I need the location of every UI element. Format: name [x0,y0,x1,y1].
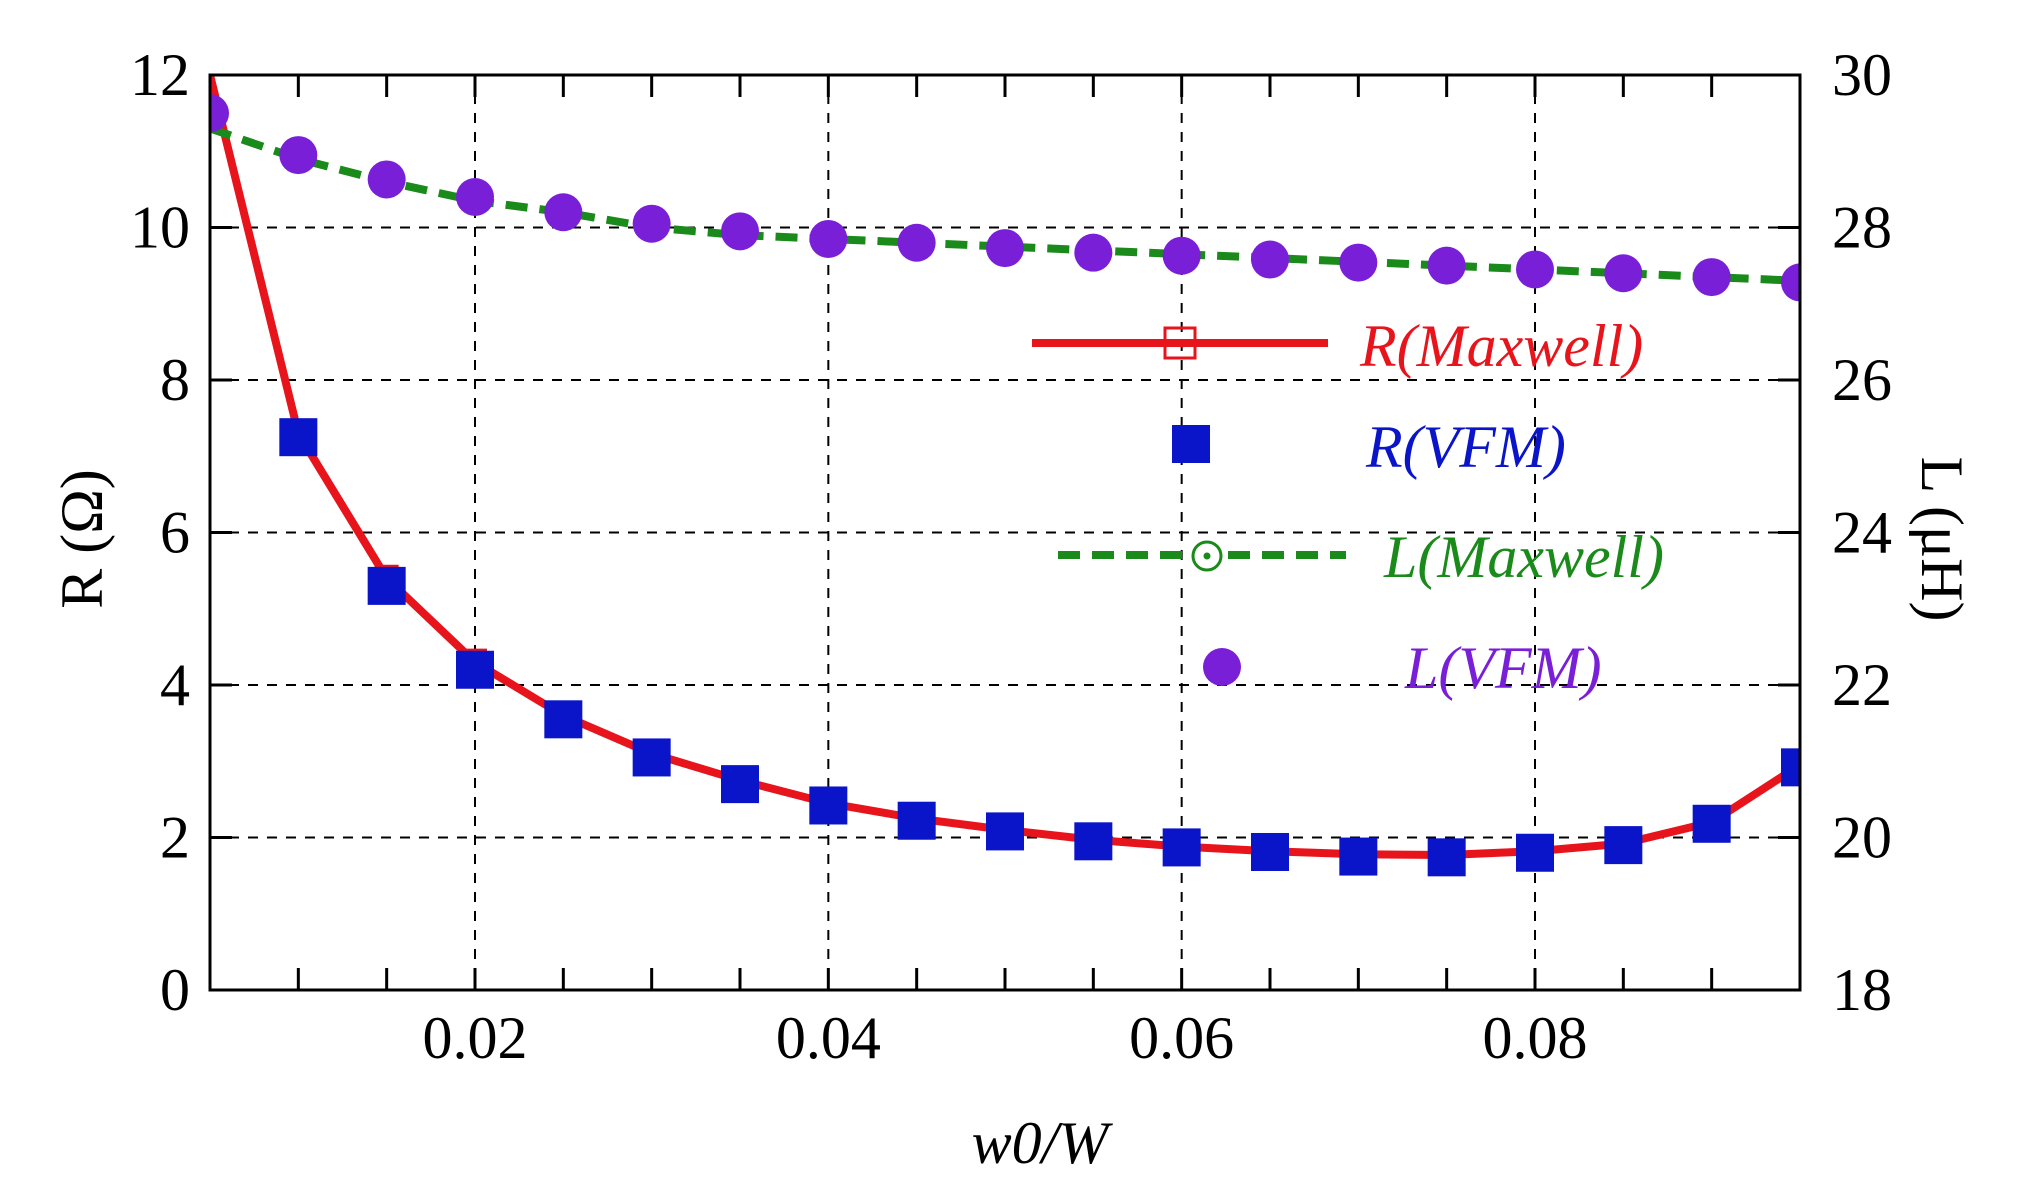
x-axis-title: w0/W [972,1110,1114,1176]
y-right-tick-label: 30 [1832,42,1892,108]
series-layer [210,74,1800,877]
y-right-tick-label: 26 [1832,347,1892,413]
data-point-r-vfm [1692,804,1731,843]
data-point-l-vfm [1604,254,1643,293]
data-point-r-vfm [1781,748,1800,787]
data-point-l-vfm [1074,233,1113,272]
legend-item-r-maxwell: R(Maxwell) [1032,313,1643,379]
data-point-r-vfm [456,650,494,689]
y-right-axis-title: L (μH) [1909,457,1975,622]
data-point-l-vfm [1781,263,1800,302]
data-point-l-vfm [210,94,229,133]
legend-l-maxwell-label: L(Maxwell) [1383,524,1664,590]
y-right-tick-label: 24 [1832,500,1892,566]
data-point-r-vfm [809,786,848,825]
data-point-r-vfm [986,812,1024,851]
legend-l-vfm-label: L(VFM) [1404,635,1602,701]
y-right-tick-label: 20 [1832,805,1892,871]
data-point-r-vfm [1074,822,1113,861]
data-point-r-vfm [279,418,318,457]
data-point-l-vfm [632,204,671,243]
data-point-l-vfm [456,178,494,216]
y-left-tick-label: 4 [160,652,190,718]
data-point-l-vfm [1162,236,1201,275]
x-tick-label: 0.04 [776,1005,881,1071]
data-point-r-vfm [544,700,583,739]
data-point-l-vfm [367,160,406,199]
data-point-l-vfm [721,212,759,251]
legend-item-r-vfm: R(VFM) [1172,414,1566,480]
legend-r-maxwell-marker [1163,326,1197,360]
legend-l-maxwell-marker-dot [1203,552,1211,560]
series-r-vfm [279,418,1800,877]
data-point-l-vfm [1427,246,1466,285]
tick-layer [210,73,1800,992]
data-point-r-vfm [897,801,936,840]
data-point-l-vfm [986,229,1024,268]
x-tick-label: 0.08 [1483,1005,1588,1071]
y-left-tick-label: 2 [160,805,190,871]
y-left-tick-label: 6 [160,500,190,566]
data-point-l-vfm [1516,250,1554,289]
y-left-axis-title: R (Ω) [49,469,115,609]
x-tick-label: 0.02 [423,1005,528,1071]
data-point-r-vfm [1162,828,1201,867]
legend-item-l-maxwell: L(Maxwell) [1058,524,1664,590]
series-l-vfm [210,94,1800,302]
data-point-r-vfm [721,765,759,804]
y-left-tick-label: 8 [160,347,190,413]
data-point-r-vfm [1339,837,1378,876]
data-point-l-vfm [809,219,848,258]
legend-item-l-vfm: L(VFM) [1203,635,1602,701]
y-left-tick-label: 0 [160,957,190,1023]
data-point-r-vfm [1516,833,1554,872]
legend: R(Maxwell) R(VFM) L(Maxwell) L(VFM) [1032,313,1664,701]
data-point-l-vfm [897,223,936,262]
data-point-l-vfm [1339,243,1378,282]
data-point-r-vfm [1251,832,1289,871]
data-point-r-vfm [1427,838,1466,877]
legend-l-vfm-marker [1203,648,1241,686]
data-point-r-vfm [632,738,671,777]
y-right-tick-label: 22 [1832,652,1892,718]
data-point-l-vfm [1692,258,1731,297]
legend-r-maxwell-label: R(Maxwell) [1359,313,1643,379]
data-point-l-vfm [279,136,318,175]
data-point-r-vfm [1604,826,1643,865]
data-point-l-vfm [1251,240,1289,279]
data-point-l-vfm [544,193,583,232]
y-right-tick-label: 28 [1832,195,1892,261]
data-point-r-vfm [367,566,406,605]
y-left-tick-label: 12 [130,42,190,108]
x-tick-label: 0.06 [1129,1005,1234,1071]
legend-r-vfm-label: R(VFM) [1365,414,1566,480]
y-left-tick-label: 10 [130,195,190,261]
y-right-tick-label: 18 [1832,957,1892,1023]
legend-r-vfm-marker [1172,425,1210,463]
